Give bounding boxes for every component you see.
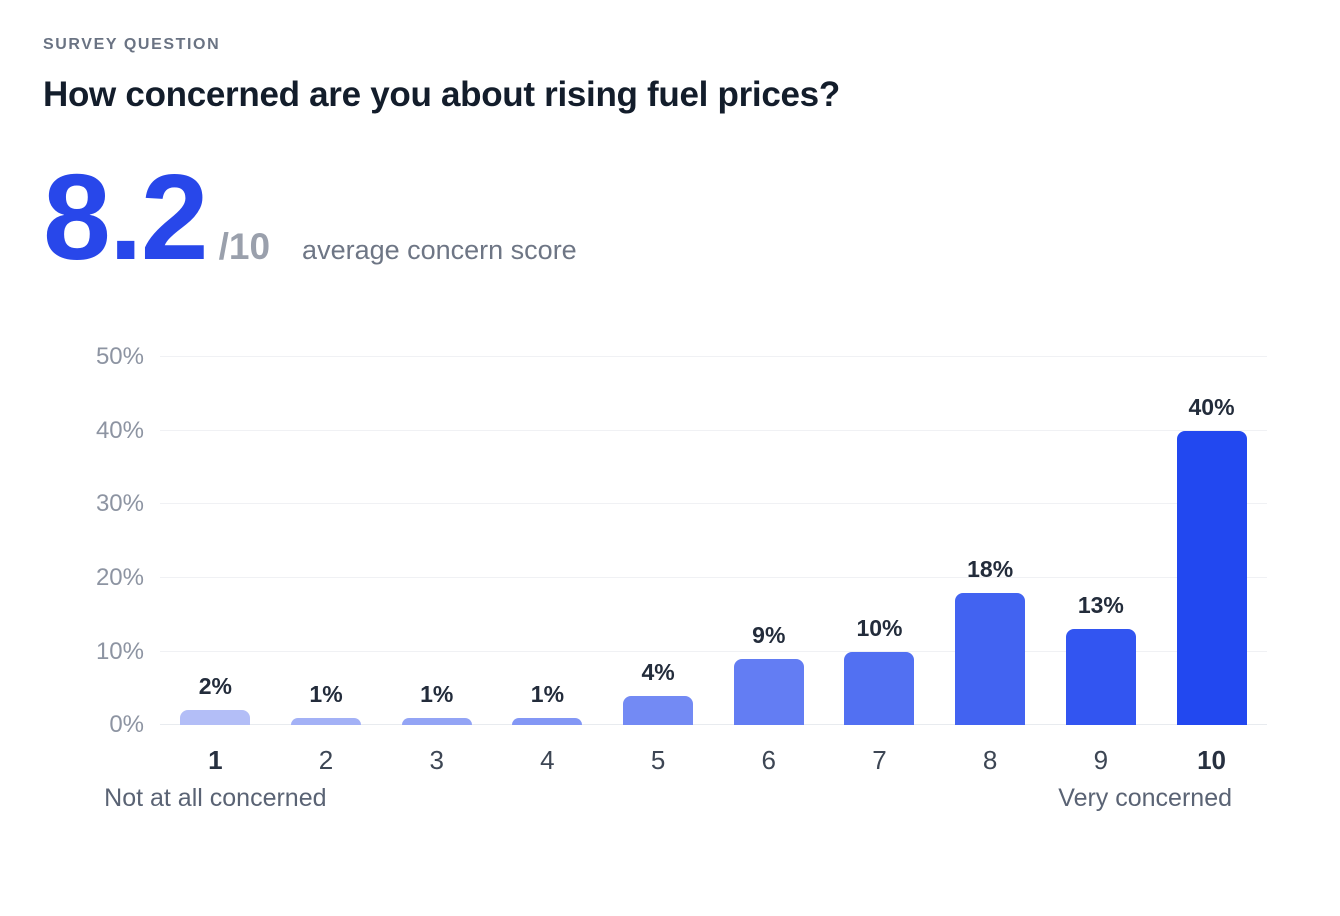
x-tick-label: 8	[982, 745, 998, 776]
gridline	[160, 724, 1267, 726]
bar[interactable]	[512, 717, 583, 726]
plot-area: 2% 1% 1% 1% 4% 9% 10% 18% 13% 40%	[160, 356, 1267, 726]
score-value: 8.2	[43, 149, 209, 285]
y-tick-label: 30%	[95, 490, 144, 518]
bar[interactable]	[291, 717, 362, 726]
axis-left-label: Not at all concerned	[104, 784, 327, 813]
bar-value-label: 2%	[198, 673, 232, 700]
axis-gutter	[43, 745, 160, 776]
bar[interactable]	[955, 592, 1026, 726]
y-tick-label: 0%	[109, 711, 144, 739]
x-tick-row: 1 2 3 4 5 6 7 8 9 10	[160, 745, 1267, 776]
x-tick-label: 10	[1197, 745, 1226, 776]
x-tick-label: 3	[429, 745, 444, 776]
bar-value-label: 1%	[530, 680, 565, 707]
score-caption: average concern score	[302, 235, 577, 265]
bar-value-label: 1%	[309, 680, 343, 707]
x-tick-label: 1	[208, 745, 223, 776]
gridline	[160, 650, 1267, 652]
y-tick-label: 40%	[95, 416, 144, 444]
axis-endpoint-labels: Not at all concerned Very concerned	[104, 784, 1267, 818]
average-score-stat: 8.2 /10 average concern score	[43, 153, 1297, 281]
bar-slot: 9%	[713, 621, 824, 726]
bar-value-label: 1%	[420, 680, 454, 707]
bar[interactable]	[180, 710, 251, 726]
bar-slot: 1%	[381, 680, 492, 726]
x-tick-label: 6	[761, 745, 777, 776]
bar-slot: 40%	[1156, 393, 1267, 726]
bars-row: 2% 1% 1% 1% 4% 9% 10% 18% 13% 40%	[160, 357, 1267, 726]
bar[interactable]	[1065, 629, 1136, 726]
score-denominator: /10	[218, 226, 271, 267]
bar[interactable]	[623, 695, 694, 726]
bar-slot: 13%	[1046, 592, 1157, 726]
bar[interactable]	[401, 717, 472, 726]
page-title: How concerned are you about rising fuel …	[43, 75, 840, 114]
bar-value-label: 40%	[1188, 393, 1235, 420]
bar-slot: 1%	[271, 680, 382, 726]
bar-value-label: 10%	[856, 614, 903, 641]
y-axis: 0% 10% 20% 30% 40% 50%	[43, 344, 160, 738]
y-tick-label: 10%	[95, 637, 144, 665]
x-tick-label: 2	[318, 745, 334, 776]
bar-slot: 10%	[824, 615, 935, 726]
bar-slot: 4%	[603, 658, 714, 726]
gridline	[160, 429, 1267, 431]
bar-slot: 2%	[160, 673, 271, 726]
y-tick-label: 20%	[95, 563, 144, 591]
concern-distribution-bar-chart: 0% 10% 20% 30% 40% 50% 2% 1% 1% 1% 4% 9% 10% 18% 13% 4…	[43, 344, 1297, 818]
x-tick-label: 7	[872, 745, 887, 776]
bar[interactable]	[733, 658, 804, 726]
y-tick-label: 50%	[95, 343, 144, 371]
bar-value-label: 9%	[752, 621, 786, 648]
bar[interactable]	[1176, 430, 1247, 726]
gridline	[160, 356, 1267, 358]
bar-value-label: 4%	[641, 658, 675, 685]
bar-value-label: 18%	[967, 555, 1014, 582]
x-tick-label: 4	[540, 745, 555, 776]
gridline	[160, 503, 1267, 505]
bar[interactable]	[844, 651, 915, 726]
survey-results-panel: SURVEY QUESTION How concerned are you ab…	[43, 36, 1297, 818]
x-tick-label: 5	[650, 745, 666, 776]
axis-right-label: Very concerned	[1058, 784, 1232, 813]
x-tick-label: 9	[1093, 745, 1109, 776]
bar-value-label: 13%	[1077, 592, 1124, 619]
survey-question-eyebrow: SURVEY QUESTION	[43, 36, 221, 53]
bar-slot: 1%	[492, 680, 603, 726]
gridline	[160, 576, 1267, 578]
bar-slot: 18%	[935, 555, 1046, 726]
